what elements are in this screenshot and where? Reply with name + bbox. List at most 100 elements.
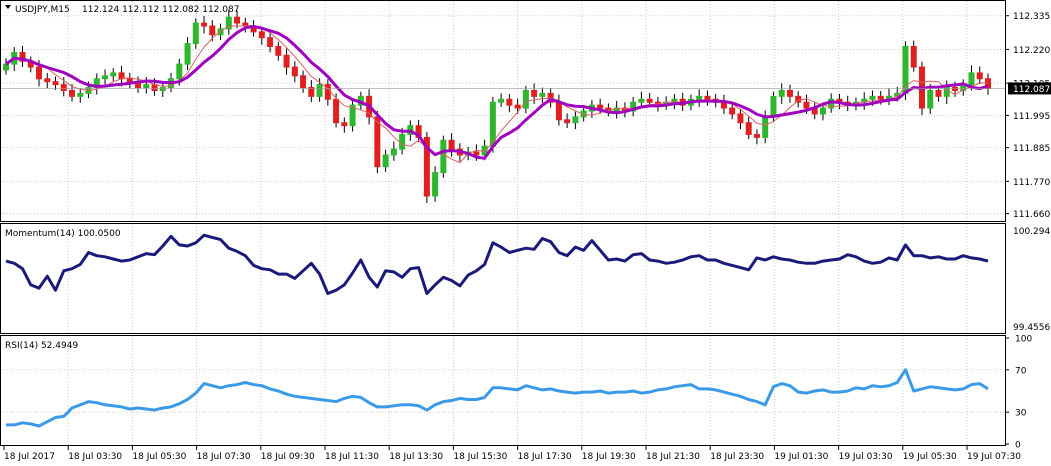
rsi-line (6, 368, 989, 428)
candle-body (927, 89, 934, 109)
time-tick-label: 18 Jul 19:30 (582, 452, 636, 462)
candle-body (382, 154, 389, 168)
candle-body (696, 95, 703, 100)
candle-body (19, 51, 26, 62)
grid-lines (1, 1, 1005, 445)
candle-body (514, 104, 521, 109)
current-price-value: 112.087 (1013, 85, 1050, 95)
candle-body (968, 72, 975, 86)
candle-body (861, 98, 868, 103)
candle-body (778, 89, 785, 97)
time-tick-label: 18 Jul 05:30 (132, 452, 186, 462)
candle-body (176, 63, 183, 80)
candle-body (423, 136, 430, 197)
candle-body (506, 98, 513, 106)
price-pane[interactable] (0, 0, 1006, 222)
rsi-pane[interactable] (0, 335, 1006, 446)
candle-body (539, 92, 546, 97)
candle-body (737, 113, 744, 124)
rsi-tick-label: 30 (1015, 409, 1027, 419)
candle-body (275, 46, 282, 56)
candle-body (110, 72, 117, 77)
candle-body (209, 25, 216, 36)
candle-body (234, 16, 241, 24)
time-tick-label: 18 Jul 13:30 (389, 452, 443, 462)
candle-body (762, 116, 769, 138)
candle-body (440, 139, 447, 174)
momentum-line (5, 233, 989, 295)
candle-body (729, 107, 736, 115)
time-tick-label: 18 Jul 07:30 (197, 452, 251, 462)
candle-body (143, 84, 150, 89)
current-price-tag: 112.087 (1008, 82, 1051, 95)
ohlc-values: 112.124 112.112 112.082 112.087 (82, 5, 239, 15)
candle-body (951, 87, 958, 91)
time-tick-label: 18 Jul 09:30 (261, 452, 315, 462)
rsi-tick-label: 0 (1015, 441, 1021, 451)
price-tick-label: 111.885 (1013, 144, 1050, 154)
candle-body (399, 133, 406, 150)
candle-body (498, 98, 505, 103)
candle-body (564, 119, 571, 124)
candle-body (976, 72, 983, 80)
candle-body (935, 89, 942, 97)
time-tick-label: 19 Jul 07:30 (967, 452, 1021, 462)
oscillators (5, 233, 989, 428)
candle-body (52, 81, 59, 86)
symbol-title: USDJPY,M15 (15, 5, 70, 15)
candle-body (77, 92, 84, 97)
candle-body (473, 151, 480, 156)
candle-body (60, 84, 67, 91)
time-tick-label: 18 Jul 03:30 (68, 452, 122, 462)
candle-body (184, 43, 191, 65)
slow-ma-line (5, 24, 989, 160)
fast-ma-line (5, 24, 989, 164)
candle-body (333, 98, 340, 124)
candle-body (258, 31, 265, 39)
candle-body (316, 84, 323, 97)
price-tick-label: 111.770 (1013, 178, 1050, 188)
candle-body (803, 101, 810, 109)
candle-body (869, 95, 876, 100)
candle-body (597, 104, 604, 109)
candle-body (291, 66, 298, 77)
momentum-pane[interactable] (0, 223, 1006, 334)
candle-body (349, 104, 356, 127)
time-tick-label: 18 Jul 2017 (4, 452, 55, 462)
momentum-label: Momentum(14) 100.0500 (5, 229, 121, 239)
candle-body (267, 37, 274, 48)
price-tick-label: 112.335 (1013, 12, 1050, 22)
candle-body (646, 98, 653, 103)
moving-averages (1, 24, 1005, 164)
candle-body (69, 89, 76, 97)
price-tick-label: 112.220 (1013, 46, 1050, 56)
candle-body (877, 95, 884, 100)
time-tick-label: 18 Jul 21:30 (646, 452, 700, 462)
candle-body (126, 78, 133, 83)
time-tick-label: 19 Jul 01:30 (774, 452, 828, 462)
collapse-triangle-icon[interactable] (5, 5, 11, 9)
time-axis: 18 Jul 2017 18 Jul 03:30 18 Jul 05:30 18 Ju… (3, 446, 1021, 462)
momentum-max-label: 100.2941 (1013, 227, 1051, 237)
rsi-label: RSI(14) 52.4949 (5, 341, 78, 351)
candle-body (3, 63, 9, 71)
candle-body (786, 89, 793, 97)
price-tick-label: 111.660 (1013, 210, 1050, 220)
candle-body (481, 145, 488, 156)
candle-body (753, 133, 760, 138)
candle-body (192, 22, 199, 45)
candle-body (374, 116, 381, 168)
candle-body (308, 87, 315, 97)
rsi-tick-label: 70 (1015, 366, 1027, 376)
candle-body (943, 87, 950, 97)
candle-body (555, 101, 562, 121)
time-tick-label: 19 Jul 05:30 (903, 452, 957, 462)
candle-body (102, 75, 109, 80)
candle-body (118, 72, 125, 80)
candle-body (432, 172, 439, 197)
candle-body (300, 75, 307, 89)
candle-body (36, 66, 43, 80)
candle-body (522, 89, 529, 109)
candle-body (572, 116, 579, 124)
